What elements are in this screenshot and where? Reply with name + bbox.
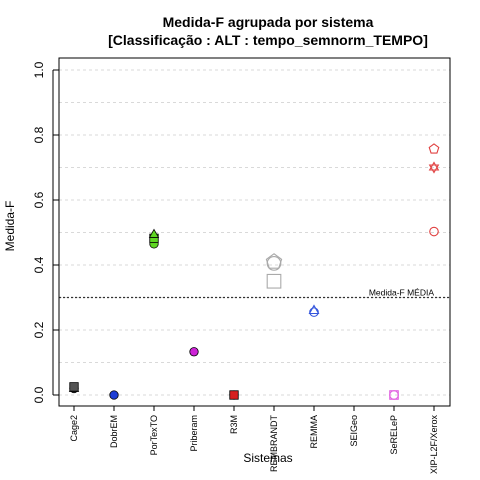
- plot-frame: [58, 57, 451, 407]
- y-axis: 0.0 0.2 0.4 0.6 0.8 1.0: [32, 61, 59, 403]
- data-point-square: [266, 273, 282, 289]
- data-point-circle: [189, 347, 199, 357]
- x-tick-label: SEIGeo: [349, 415, 359, 447]
- data-point-star: [428, 161, 440, 174]
- data-point-triangle: [308, 304, 320, 315]
- data-point-square: [69, 382, 79, 392]
- chart-title: Medida-F agrupada por sistema: [163, 14, 374, 30]
- data-point-circle: [109, 390, 119, 400]
- x-axis: Cage2 DobrEM PorTexTO Priberam R3M REMBRANDT R…: [69, 406, 439, 474]
- data-points: [68, 143, 440, 400]
- y-tick-label: 0.2: [32, 321, 46, 338]
- reference-line-group: Medida-F MÉDIA: [59, 288, 450, 299]
- x-tick-label: DobrEM: [109, 415, 119, 448]
- data-point-pentagon: [265, 253, 283, 269]
- data-point-square: [229, 390, 239, 400]
- y-tick-label: 0.8: [32, 126, 46, 143]
- x-tick-label: Priberam: [189, 415, 199, 452]
- chart-subtitle: [Classificação : ALT : tempo_semnorm_TEM…: [108, 32, 428, 48]
- gridlines: [59, 69, 450, 396]
- y-tick-label: 0.4: [32, 256, 46, 273]
- x-tick-label: R3M: [229, 415, 239, 434]
- data-point-circle: [429, 226, 439, 237]
- x-tick-label: XIP-L2F/Xerox: [429, 415, 439, 475]
- x-tick-label: PorTexTO: [149, 415, 159, 455]
- x-tick-label: SeRELeP: [389, 415, 399, 455]
- data-point-circle: [309, 307, 319, 317]
- x-tick-label: Cage2: [69, 415, 79, 442]
- data-point-pentagon: [428, 143, 440, 154]
- reference-line-label: Medida-F MÉDIA: [369, 288, 435, 298]
- data-point-triangle: [148, 228, 160, 238]
- y-axis-label: Medida-F: [3, 201, 17, 252]
- data-point-square: [389, 390, 399, 400]
- y-tick-label: 0.0: [32, 386, 46, 403]
- y-tick-label: 1.0: [32, 61, 46, 78]
- x-tick-label: REMBRANDT: [269, 415, 279, 473]
- x-axis-label: Sistemas: [243, 451, 292, 465]
- x-tick-label: REMMA: [309, 415, 319, 449]
- y-tick-label: 0.6: [32, 191, 46, 208]
